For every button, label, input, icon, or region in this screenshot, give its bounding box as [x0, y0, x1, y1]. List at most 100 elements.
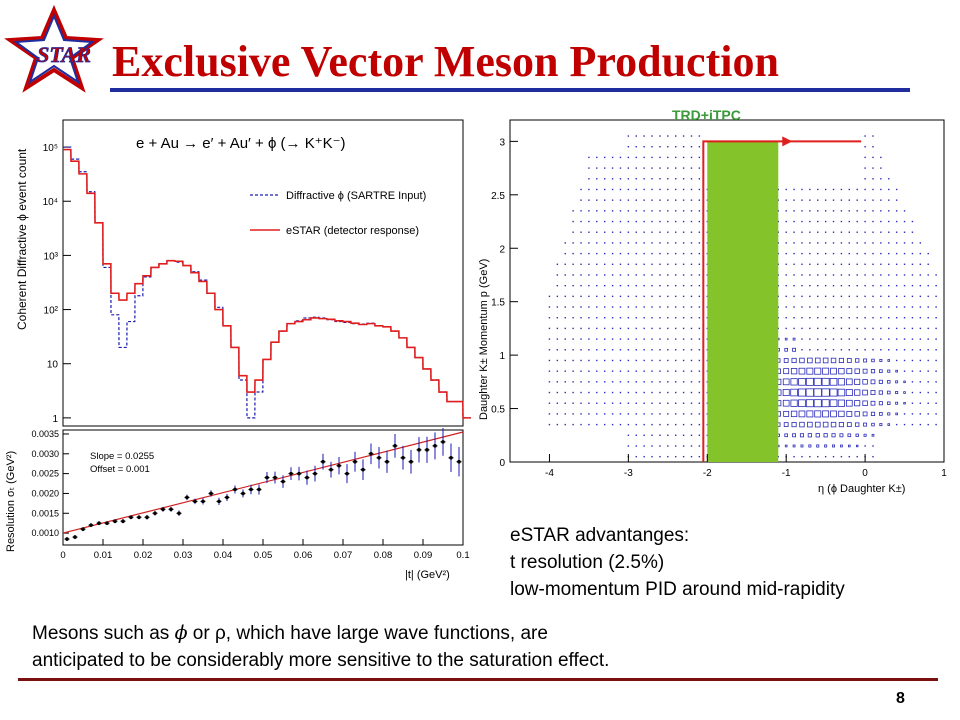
heatmap-cell: [611, 423, 614, 426]
heatmap-cell: [643, 156, 645, 159]
legend-dashed-label: Diffractive ϕ (SARTRE Input): [286, 190, 426, 202]
heatmap-cell: [651, 423, 653, 426]
heatmap-cell: [790, 368, 798, 375]
heatmap-cell: [651, 434, 653, 436]
heatmap-cell: [619, 274, 622, 276]
heatmap-cell: [627, 199, 630, 201]
heatmap-cell: [878, 401, 883, 406]
heatmap-cell: [840, 295, 843, 298]
heatmap-cell: [887, 369, 891, 373]
description-text: Mesons such as ϕ or ρ, which have large …: [32, 620, 609, 674]
heatmap-cell: [872, 242, 874, 244]
heatmap-cell: [879, 358, 883, 362]
heatmap-cell: [829, 388, 838, 397]
heatmap-cell: [824, 199, 827, 201]
heatmap-cell: [675, 188, 677, 191]
heatmap-cell: [572, 274, 574, 276]
heatmap-cell: [846, 410, 853, 417]
heatmap-cell: [793, 455, 795, 458]
acceptance-boundary: [702, 140, 862, 462]
heatmap-cell: [903, 327, 906, 330]
heatmap-cell: [698, 306, 701, 308]
bottom-x-tick-label: 0.09: [414, 550, 433, 561]
heatmap-cell: [872, 455, 874, 458]
bottom-y-tick-label: 0.0015: [31, 508, 59, 518]
heatmap-cell: [864, 210, 866, 212]
heatmap-cell: [611, 349, 614, 351]
heatmap-cell: [837, 378, 846, 386]
heatmap-cell: [927, 402, 929, 404]
heatmap-cell: [864, 306, 866, 308]
heatmap-cell: [809, 317, 811, 319]
heatmap-cell: [659, 156, 661, 159]
heatmap-cell: [895, 380, 899, 384]
heatmap-cell: [596, 391, 598, 394]
heatmap-cell: [888, 252, 890, 255]
heatmap-cell: [635, 295, 637, 298]
heatmap-cell: [801, 220, 803, 223]
heatmap-cell: [611, 231, 614, 233]
right-y-tick-label: 1.5: [491, 298, 505, 309]
heatmap-cell: [793, 306, 795, 308]
heatmap-cell: [839, 433, 844, 438]
heatmap-cell: [611, 338, 614, 340]
data-point: [305, 475, 309, 480]
heatmap-cell: [888, 199, 890, 201]
heatmap-cell: [611, 413, 614, 415]
heatmap-cell: [611, 274, 614, 276]
heatmap-cell: [675, 242, 677, 244]
heatmap-cell: [817, 188, 819, 191]
heatmap-cell: [698, 370, 701, 372]
heatmap-cell: [801, 210, 803, 212]
heatmap-cell: [603, 231, 606, 233]
bottom-x-tick-label: 0.08: [374, 550, 393, 561]
heatmap-cell: [588, 199, 590, 201]
heatmap-cell: [903, 349, 906, 351]
right-x-axis-label: η (ϕ Daughter K±): [818, 483, 905, 495]
heatmap-cell: [690, 413, 693, 415]
heatmap-cell: [611, 370, 614, 372]
heatmap-cell: [572, 349, 574, 351]
heatmap-cell: [627, 284, 630, 287]
heatmap-cell: [880, 327, 882, 330]
heatmap-cell: [690, 242, 693, 244]
heatmap-cell: [784, 347, 788, 352]
heatmap-cell: [880, 252, 882, 255]
bottom-x-tick-label: 0.05: [254, 550, 273, 561]
data-point: [449, 455, 453, 460]
heatmap-cell: [829, 399, 838, 408]
top-y-tick-label: 10: [47, 360, 59, 371]
heatmap-cell: [845, 389, 853, 397]
heatmap-cell: [556, 349, 559, 351]
heatmap-cell: [821, 377, 830, 386]
heatmap-cell: [588, 210, 590, 212]
heatmap-cell: [643, 167, 645, 169]
heatmap-cell: [651, 349, 653, 351]
right-y-tick-label: 0.5: [491, 405, 505, 416]
bottom-x-axis-label: |t| (GeV²): [405, 569, 450, 581]
heatmap-cell: [667, 252, 669, 255]
top-equation: e + Au → e′ + Au′ + ϕ (→ K⁺K⁻): [136, 135, 346, 152]
heatmap-cell: [698, 434, 701, 436]
heatmap-cell: [895, 306, 898, 308]
heatmap-cell: [903, 359, 906, 362]
heatmap-cell: [619, 327, 622, 330]
heatmap-cell: [675, 327, 677, 330]
heatmap-cell: [814, 410, 822, 418]
heatmap-cell: [596, 381, 598, 383]
heatmap-cell: [785, 199, 787, 201]
heatmap-cell: [627, 242, 630, 244]
heatmap-cell: [627, 434, 630, 436]
heatmap-cell: [935, 274, 937, 276]
heatmap-cell: [872, 274, 874, 276]
heatmap-cell: [822, 357, 829, 364]
heatmap-cell: [854, 368, 860, 374]
heatmap-cell: [878, 379, 883, 384]
heatmap-cell: [793, 199, 795, 201]
heatmap-cell: [879, 423, 883, 427]
heatmap-cell: [855, 422, 860, 427]
heatmap-cell: [935, 381, 937, 383]
heatmap-cell: [682, 188, 685, 191]
heatmap-cell: [872, 231, 874, 233]
data-point: [73, 535, 77, 539]
